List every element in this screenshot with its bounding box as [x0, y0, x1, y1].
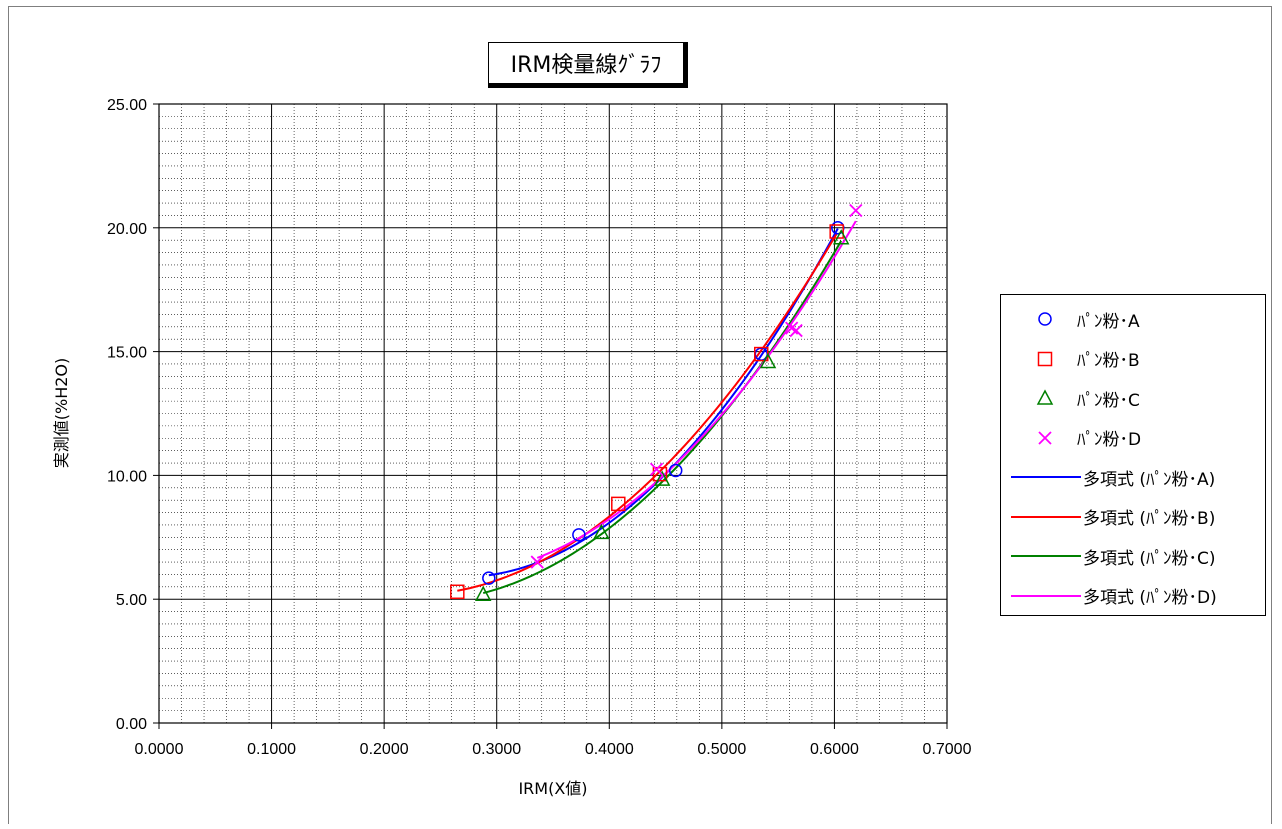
legend-label: ﾊﾟﾝ粉･C — [1077, 390, 1140, 411]
y-tick-label: 15.00 — [107, 345, 147, 362]
data-point-d — [789, 323, 803, 338]
trendlines — [457, 220, 857, 595]
axes: 0.0000 0.1000 0.2000 0.3000 0.4000 0.5000 0.60… — [107, 97, 972, 758]
data-point-a — [668, 463, 683, 478]
x-tick-label: 0.1000 — [247, 741, 296, 758]
legend-symbol — [1036, 389, 1054, 405]
data-point-c — [832, 229, 850, 245]
x-tick-label: 0.7000 — [923, 741, 972, 758]
legend-symbol — [1038, 430, 1052, 445]
legend-marker — [1038, 312, 1052, 326]
legend-label: 多項式 (ﾊﾟﾝ粉･C) — [1083, 548, 1216, 569]
data-point-c — [593, 523, 610, 540]
legend-symbol — [1038, 312, 1052, 326]
y-tick-label: 25.00 — [107, 97, 147, 114]
legend-entry: 多項式 (ﾊﾟﾝ粉･C) — [1001, 536, 1265, 576]
legend-symbol — [1011, 594, 1081, 597]
legend-label: ﾊﾟﾝ粉･D — [1077, 430, 1142, 450]
x-axis-title: IRM(X値) — [518, 779, 587, 798]
legend-label: ﾊﾟﾝ粉･B — [1077, 351, 1140, 371]
grid — [158, 103, 948, 724]
legend-symbol — [1011, 555, 1081, 557]
legend-symbol — [1011, 476, 1081, 478]
data-point-d — [530, 555, 544, 569]
legend-entry: 多項式 (ﾊﾟﾝ粉･D) — [1001, 576, 1265, 616]
data-point-b — [652, 466, 668, 482]
data-point-b — [450, 584, 465, 600]
chart-title-box: IRM検量線ｸﾞﾗﾌ — [488, 42, 688, 88]
chart-title: IRM検量線ｸﾞﾗﾌ — [510, 53, 662, 78]
x-tick-label: 0.3000 — [472, 741, 521, 758]
trendline-b — [457, 233, 838, 592]
legend-label: 多項式 (ﾊﾟﾝ粉･B) — [1083, 509, 1216, 529]
data-point-a — [572, 528, 586, 542]
legend-marker — [1036, 389, 1054, 405]
legend-symbol — [1037, 351, 1053, 366]
legend-label: 多項式 (ﾊﾟﾝ粉･D) — [1083, 588, 1217, 608]
trendline-c — [482, 240, 843, 595]
legend-entry: 多項式 (ﾊﾟﾝ粉･A) — [1001, 457, 1265, 497]
data-point-c — [653, 470, 671, 486]
data-point-d — [649, 462, 664, 476]
legend-label: ﾊﾟﾝ粉･A — [1077, 311, 1140, 332]
trendline-d — [536, 220, 857, 559]
legend-marker — [1038, 430, 1052, 445]
legend: ﾊﾟﾝ粉･A ﾊﾟﾝ粉･B ﾊﾟﾝ粉･C ﾊﾟﾝ粉･D 多項式 (ﾊﾟﾝ粉･A) 多項式 … — [1000, 294, 1266, 616]
x-tick-label: 0.0000 — [135, 741, 184, 758]
y-tick-label: 5.00 — [116, 592, 147, 609]
y-axis-title: 実測値(%H2O) — [52, 358, 71, 469]
data-point-d — [849, 203, 863, 218]
y-tick-label: 20.00 — [107, 221, 147, 238]
x-tick-label: 0.4000 — [585, 741, 634, 758]
data-point-c — [474, 585, 492, 601]
data-point-b — [611, 496, 626, 512]
x-tick-label: 0.6000 — [810, 741, 859, 758]
legend-entry: ﾊﾟﾝ粉･C — [1001, 378, 1265, 418]
x-tick-label: 0.2000 — [360, 741, 409, 758]
y-tick-label: 0.00 — [116, 716, 147, 733]
y-tick-label: 10.00 — [107, 468, 147, 485]
plot-border — [158, 103, 948, 724]
data-point-a — [482, 571, 496, 585]
legend-marker — [1037, 351, 1053, 366]
data-point-c — [759, 352, 777, 369]
legend-entry: ﾊﾟﾝ粉･B — [1001, 339, 1265, 379]
data-points — [450, 203, 863, 601]
legend-entry: ﾊﾟﾝ粉･A — [1001, 299, 1265, 339]
legend-entry: 多項式 (ﾊﾟﾝ粉･B) — [1001, 497, 1265, 537]
x-tick-label: 0.5000 — [697, 741, 746, 758]
legend-entry: ﾊﾟﾝ粉･D — [1001, 418, 1265, 458]
legend-symbol — [1011, 515, 1081, 518]
legend-label: 多項式 (ﾊﾟﾝ粉･A) — [1083, 469, 1216, 490]
